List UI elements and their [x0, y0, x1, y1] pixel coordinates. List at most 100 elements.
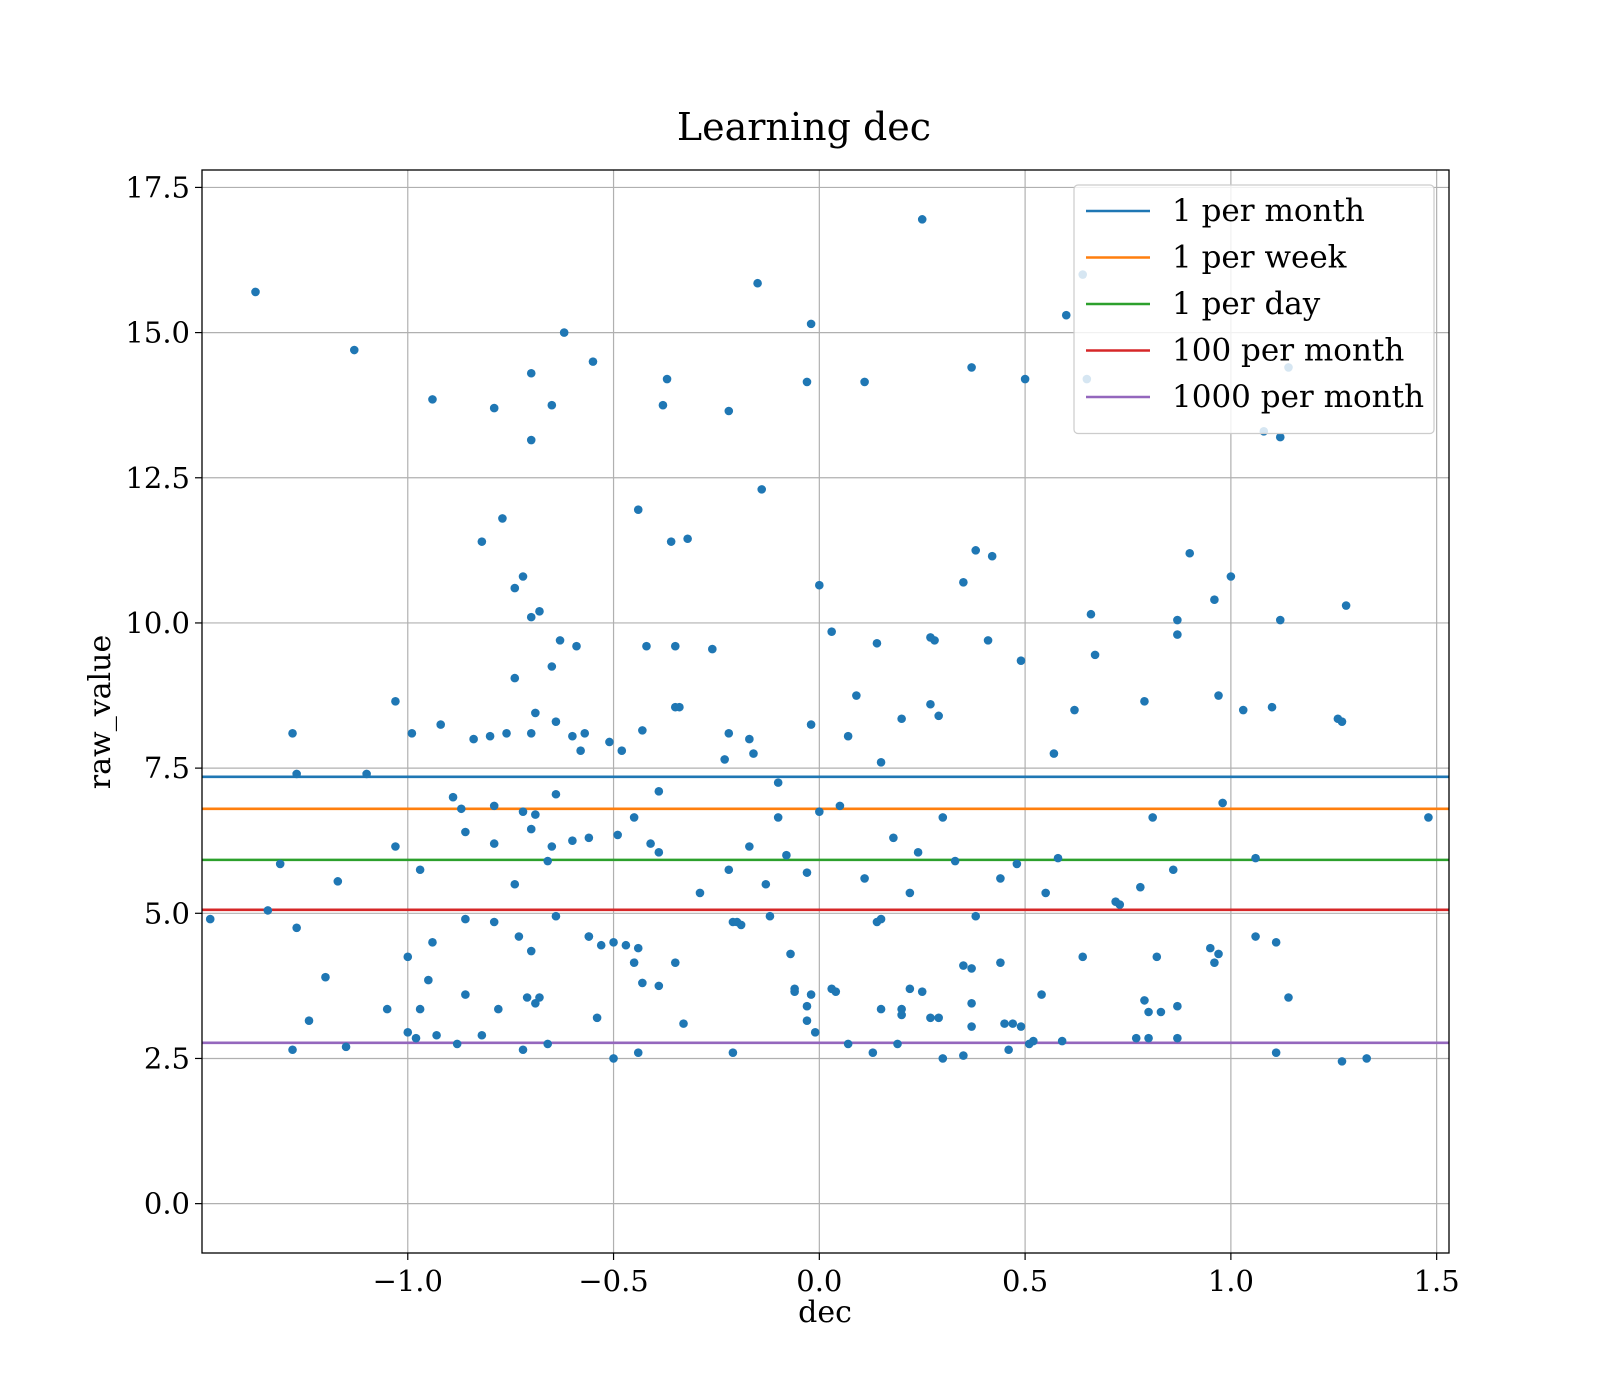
data-point [724, 865, 734, 875]
data-point [510, 583, 520, 593]
data-point [526, 728, 536, 738]
data-point [831, 987, 841, 996]
data-point [654, 848, 664, 857]
data-point [967, 964, 976, 973]
data-point [1173, 1033, 1182, 1043]
data-point [893, 1039, 902, 1049]
data-point [477, 1030, 487, 1040]
data-point [613, 830, 622, 840]
data-point [489, 801, 499, 811]
plot-frame [201, 169, 1450, 1254]
data-point [695, 888, 705, 898]
data-point [333, 877, 343, 886]
data-point [436, 720, 445, 729]
data-point [510, 879, 520, 889]
data-point [905, 888, 915, 898]
data-point [934, 1013, 943, 1023]
data-point [432, 1030, 441, 1040]
data-point [967, 999, 976, 1008]
data-point [1144, 1033, 1153, 1043]
data-point [288, 1045, 297, 1055]
y-tick-label: 17.5 [125, 170, 190, 204]
data-points [205, 215, 1433, 1066]
data-point [251, 287, 260, 297]
data-point [485, 731, 495, 741]
legend-label: 1 per day [1172, 286, 1321, 322]
data-point [724, 728, 734, 738]
data-point [535, 607, 544, 616]
data-point [1424, 813, 1433, 822]
data-point [662, 374, 672, 384]
data-point [802, 868, 812, 877]
data-point [1070, 705, 1079, 715]
data-point [1078, 952, 1088, 962]
data-point [843, 1039, 853, 1049]
data-point [535, 993, 544, 1002]
data-point [275, 859, 285, 869]
data-point [868, 1048, 878, 1057]
x-tick-label: 0.5 [1002, 1264, 1048, 1298]
data-point [679, 1019, 688, 1028]
data-point [526, 612, 536, 622]
data-point [547, 842, 557, 851]
data-point [852, 691, 861, 700]
data-point [1362, 1054, 1371, 1063]
data-point [605, 737, 614, 747]
data-point [654, 787, 664, 796]
data-point [469, 734, 478, 744]
data-point [1218, 798, 1227, 808]
data-point [987, 551, 997, 561]
data-point [1053, 853, 1063, 863]
data-point [806, 319, 816, 329]
data-point [461, 990, 470, 999]
data-point [403, 1028, 413, 1037]
data-point [860, 874, 869, 883]
data-point [1214, 691, 1223, 700]
data-point [683, 534, 692, 544]
data-point [341, 1042, 351, 1052]
data-point [382, 1004, 392, 1014]
data-point [292, 923, 301, 933]
data-point [428, 938, 437, 947]
x-tick-label: −0.5 [578, 1264, 648, 1298]
data-point [461, 827, 470, 837]
data-point [1136, 882, 1145, 892]
data-point [1206, 943, 1215, 953]
data-point [876, 914, 886, 924]
data-point [518, 572, 528, 581]
data-point [448, 792, 458, 802]
data-point [790, 987, 799, 996]
data-point [802, 377, 812, 387]
data-point [551, 911, 561, 921]
data-point [1238, 705, 1248, 715]
data-point [494, 1004, 503, 1014]
data-point [415, 1004, 425, 1014]
data-point [938, 813, 948, 822]
x-tick-label: 0.0 [796, 1264, 842, 1298]
data-point [1341, 601, 1351, 610]
data-point [522, 993, 532, 1002]
x-axis-label: dec [798, 1295, 852, 1330]
data-point [514, 932, 524, 941]
data-point [1061, 310, 1071, 320]
data-point [1140, 697, 1149, 706]
data-point [728, 1048, 738, 1057]
data-point [498, 514, 507, 523]
data-point [1029, 1036, 1038, 1046]
y-axis-label: raw_value [83, 635, 118, 789]
data-point [827, 627, 836, 636]
data-point [568, 731, 577, 741]
data-point [1251, 932, 1260, 941]
data-point [205, 914, 215, 924]
data-point [572, 641, 581, 651]
data-point [633, 505, 643, 515]
data-point [452, 1039, 462, 1049]
data-point [646, 839, 655, 848]
data-point [658, 400, 668, 410]
data-point [621, 940, 631, 950]
y-tick-label: 0.0 [144, 1187, 190, 1221]
data-point [815, 580, 824, 590]
data-point [633, 943, 643, 953]
data-point [971, 546, 981, 555]
